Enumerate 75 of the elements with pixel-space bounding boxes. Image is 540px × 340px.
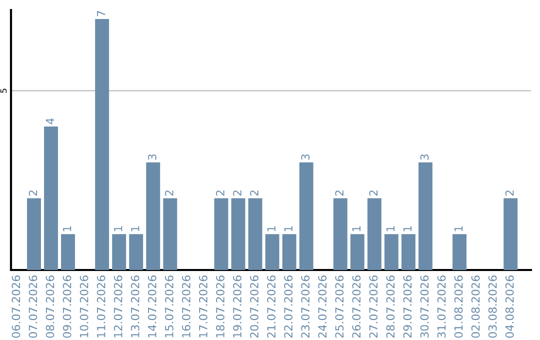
x-tick-label: 25.07.2026 — [335, 276, 344, 338]
data-label: 2 — [28, 190, 38, 196]
bar — [418, 162, 432, 270]
data-label: 3 — [301, 154, 310, 160]
x-tick-label: 23.07.2026 — [301, 276, 310, 338]
x-tick-label: 19.07.2026 — [233, 276, 242, 338]
bar — [44, 126, 58, 270]
data-label: 1 — [403, 226, 412, 232]
x-tick-label: 04.08.2026 — [505, 276, 514, 338]
x-tick-label: 27.07.2026 — [369, 276, 378, 338]
x-tick-label: 26.07.2026 — [352, 276, 361, 338]
data-label: 2 — [250, 190, 258, 196]
x-tick-label: 10.07.2026 — [80, 276, 88, 338]
x-tick-label: 09.07.2026 — [62, 276, 72, 338]
bar — [61, 234, 75, 270]
bar — [401, 234, 416, 270]
bar — [350, 234, 364, 270]
x-tick-label: 02.08.2026 — [471, 276, 480, 338]
x-tick-label: 20.07.2026 — [250, 276, 258, 338]
x-tick-label: 07.07.2026 — [28, 276, 38, 338]
x-tick-label: 03.08.2026 — [488, 276, 497, 338]
x-tick-label: 29.07.2026 — [403, 276, 412, 338]
data-label: 1 — [284, 226, 292, 232]
bar — [384, 234, 398, 270]
x-tick-label: 24.07.2026 — [318, 276, 327, 338]
bar — [146, 162, 160, 270]
bar — [95, 18, 110, 270]
data-label: 2 — [505, 190, 514, 196]
x-tick-label: 31.07.2026 — [437, 276, 446, 338]
data-label: 1 — [352, 226, 360, 232]
data-label: 3 — [420, 154, 429, 160]
x-tick-label: 17.07.2026 — [199, 276, 208, 338]
data-label: 2 — [164, 190, 174, 196]
x-tick-label: 11.07.2026 — [96, 276, 106, 338]
x-tick-label: 14.07.2026 — [148, 276, 156, 338]
bar — [214, 198, 228, 270]
bar — [231, 198, 246, 270]
x-tick-label: 01.08.2026 — [454, 276, 463, 338]
data-label: 1 — [386, 226, 394, 232]
x-tick-label: 16.07.2026 — [182, 276, 190, 338]
bar — [299, 162, 314, 270]
x-tick-label: 30.07.2026 — [420, 276, 429, 338]
bar — [27, 198, 41, 270]
bar — [265, 234, 280, 270]
data-label: 2 — [335, 190, 344, 196]
bar — [452, 234, 466, 270]
x-tick-label: 12.07.2026 — [114, 276, 122, 338]
data-label: 1 — [62, 226, 72, 232]
x-tick-label: 21.07.2026 — [267, 276, 276, 338]
data-label: 2 — [369, 190, 378, 196]
data-label: 3 — [148, 154, 156, 160]
data-label: 2 — [233, 190, 242, 196]
y-tick-label: 5 — [0, 88, 7, 93]
bar — [282, 234, 296, 270]
data-label: 1 — [267, 226, 276, 232]
x-tick-label: 28.07.2026 — [386, 276, 395, 338]
bar — [333, 198, 348, 270]
data-label: 7 — [97, 11, 106, 16]
bar — [112, 234, 126, 270]
x-tick-label: 22.07.2026 — [284, 276, 293, 338]
x-tick-label: 15.07.2026 — [164, 276, 174, 338]
data-label: 2 — [216, 190, 224, 196]
x-tick-label: 08.07.2026 — [46, 276, 54, 338]
x-tick-label: 06.07.2026 — [12, 276, 20, 338]
bar — [248, 198, 262, 270]
data-label: 1 — [114, 226, 122, 232]
data-label: 1 — [131, 226, 140, 232]
x-tick-label: 18.07.2026 — [216, 276, 224, 338]
bar — [367, 198, 382, 270]
bar — [129, 234, 144, 270]
x-tick-label: 13.07.2026 — [130, 276, 140, 338]
data-label: 4 — [46, 118, 54, 124]
bar — [163, 198, 178, 270]
data-label: 1 — [454, 226, 463, 232]
bar — [504, 198, 518, 270]
